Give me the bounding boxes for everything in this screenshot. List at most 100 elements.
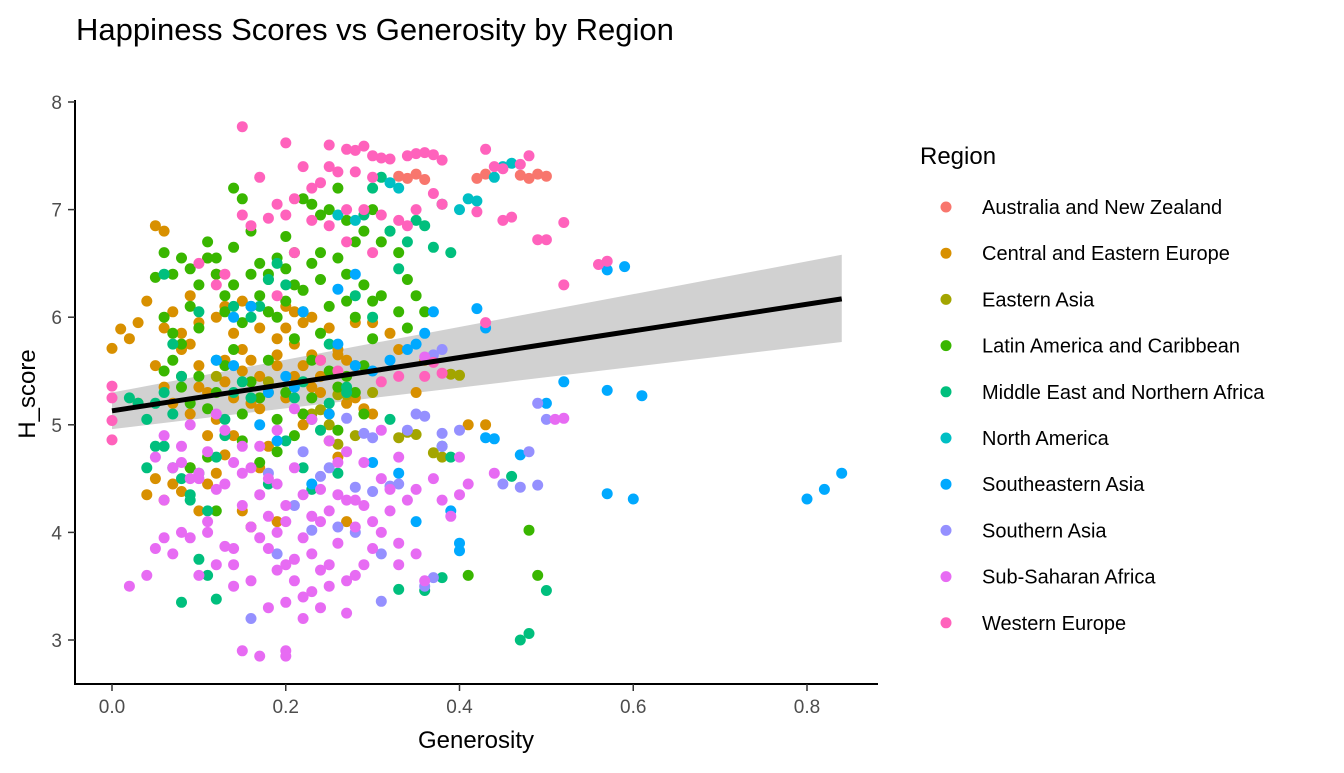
- data-point: [184, 263, 196, 275]
- data-point: [436, 198, 448, 210]
- legend-item: Central and Eastern Europe: [940, 243, 1230, 265]
- data-point: [193, 360, 205, 372]
- data-point: [176, 338, 187, 350]
- data-point: [427, 241, 439, 253]
- data-point: [176, 381, 187, 393]
- data-point: [210, 483, 222, 495]
- data-point: [297, 193, 309, 205]
- data-point: [210, 268, 222, 280]
- data-point: [236, 365, 248, 377]
- data-point: [280, 387, 292, 398]
- data-point: [349, 214, 361, 226]
- data-point: [375, 526, 387, 538]
- data-point: [262, 354, 274, 366]
- data-point: [210, 279, 222, 291]
- legend-swatch: [940, 247, 952, 259]
- regression-confidence-band: [112, 254, 842, 430]
- data-point: [488, 433, 500, 445]
- chart-title: Happiness Scores vs Generosity by Region: [76, 12, 674, 47]
- data-point: [297, 306, 309, 318]
- data-point: [514, 634, 526, 646]
- data-point: [349, 144, 361, 156]
- data-point: [323, 338, 335, 350]
- data-point: [341, 607, 353, 619]
- data-point: [245, 462, 257, 474]
- data-point: [167, 548, 179, 560]
- data-point: [176, 457, 187, 468]
- legend-label: Middle East and Northern Africa: [982, 382, 1265, 404]
- data-point: [419, 174, 431, 185]
- data-point: [445, 451, 457, 463]
- legend-label: Sub-Saharan Africa: [982, 567, 1156, 589]
- data-point: [193, 505, 205, 517]
- data-point: [393, 478, 405, 490]
- data-point: [306, 311, 318, 323]
- data-point: [332, 438, 344, 450]
- data-point: [332, 283, 344, 295]
- data-point: [193, 467, 205, 479]
- data-point: [323, 419, 335, 431]
- data-point: [271, 198, 283, 210]
- data-point: [445, 368, 457, 380]
- data-point: [297, 462, 309, 474]
- data-point: [288, 500, 300, 511]
- legend-label: North America: [982, 428, 1110, 450]
- data-point: [254, 440, 266, 452]
- data-point: [271, 413, 283, 425]
- data-point: [341, 381, 353, 393]
- y-tick-label: 3: [51, 631, 62, 652]
- data-point: [419, 370, 431, 382]
- data-point: [480, 143, 492, 155]
- data-point: [375, 376, 387, 388]
- data-point: [410, 408, 422, 420]
- data-point: [245, 311, 257, 323]
- data-point: [167, 408, 179, 420]
- data-point: [106, 392, 118, 404]
- data-point: [158, 247, 170, 259]
- data-point: [471, 172, 483, 184]
- legend-item: Eastern Asia: [940, 289, 1095, 311]
- data-point: [236, 408, 248, 420]
- data-point: [262, 274, 274, 285]
- data-point: [358, 140, 370, 152]
- data-point: [601, 488, 613, 500]
- data-point: [176, 473, 187, 485]
- data-point: [315, 354, 326, 366]
- legend-label: Australia and New Zealand: [982, 197, 1222, 219]
- data-point: [297, 532, 309, 544]
- data-point: [393, 370, 405, 382]
- data-point: [315, 602, 326, 614]
- data-point: [341, 354, 353, 366]
- data-point: [410, 148, 422, 160]
- data-point: [167, 268, 179, 280]
- data-point: [523, 524, 535, 536]
- data-point: [288, 553, 300, 565]
- data-point: [202, 505, 214, 517]
- data-point: [228, 311, 240, 323]
- data-point: [488, 161, 500, 173]
- data-point: [367, 387, 379, 398]
- data-point: [306, 413, 318, 425]
- data-point: [393, 214, 405, 226]
- data-point: [176, 486, 187, 497]
- data-point: [228, 360, 240, 372]
- data-point: [149, 271, 161, 283]
- data-point: [210, 559, 222, 571]
- data-point: [384, 225, 396, 237]
- data-point: [262, 510, 274, 522]
- data-point: [384, 483, 396, 495]
- data-point: [341, 236, 353, 248]
- data-point: [123, 392, 135, 404]
- data-point: [210, 354, 222, 366]
- y-tick-label: 7: [51, 201, 62, 222]
- data-point: [236, 193, 248, 205]
- data-point: [288, 333, 300, 345]
- data-point: [245, 575, 257, 587]
- data-point: [367, 432, 379, 444]
- data-point: [106, 415, 118, 426]
- data-point: [636, 390, 648, 402]
- data-point: [149, 440, 161, 452]
- data-point: [271, 333, 283, 345]
- data-point: [341, 494, 353, 506]
- data-point: [184, 532, 196, 544]
